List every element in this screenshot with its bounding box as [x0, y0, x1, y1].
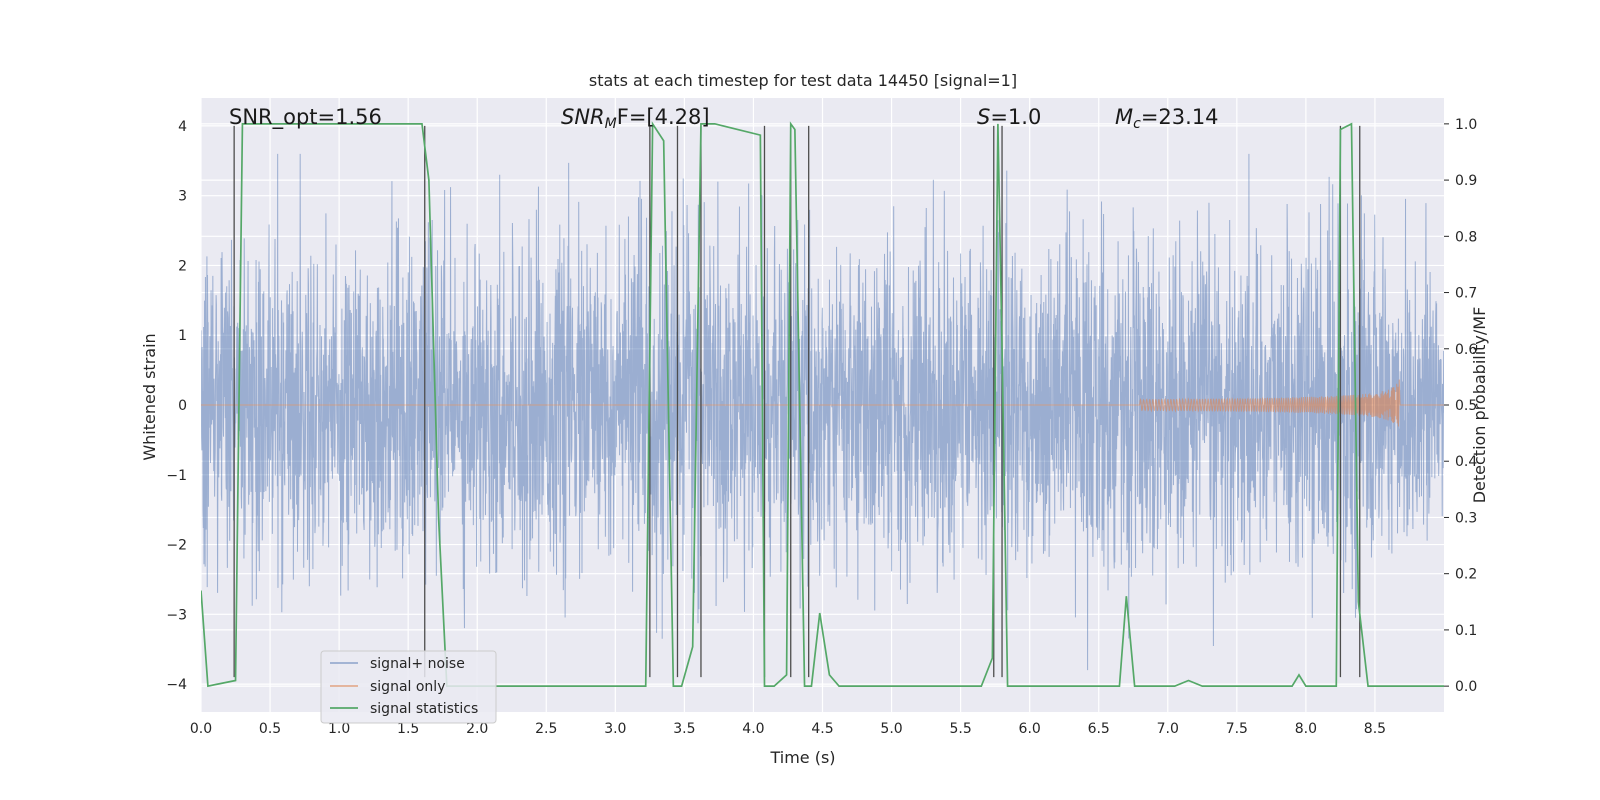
annotation-snr-mf: SNRMF=[4.28]	[561, 105, 710, 132]
x-axis-ticks: 0.0 0.5 1.0 1.5 2.0 2.5 3.0 3.5 4.0 4.5 5.0 5.5 6.0 6…	[190, 721, 1386, 737]
y-tick-label: −4	[166, 677, 187, 693]
y-tick-label: −2	[166, 538, 187, 554]
y-tick-label: 3	[178, 189, 187, 205]
x-tick-label: 4.0	[742, 721, 764, 737]
snr-mf-sub: M	[605, 116, 617, 132]
plot-content	[201, 121, 1444, 688]
y2-tick-label: 0.8	[1455, 229, 1477, 245]
y-axis-label: Whitened strain	[140, 333, 159, 460]
y2-tick-label: 0.7	[1455, 286, 1477, 302]
y2-tick-label: 0.3	[1455, 510, 1477, 526]
mc-label: M	[1115, 105, 1133, 129]
y2-tick-label: 1.0	[1455, 117, 1477, 133]
x-tick-label: 3.5	[673, 721, 695, 737]
y-axis-ticks: 4 3 2 1 0 −1 −2 −3 −4	[166, 119, 187, 693]
y-tick-label: −3	[166, 607, 187, 623]
x-tick-label: 2.5	[535, 721, 557, 737]
x-tick-label: 0.0	[190, 721, 212, 737]
annotation-s: S=1.0	[977, 105, 1041, 129]
y2-tick-label: 0.9	[1455, 173, 1477, 189]
y-tick-label: −1	[166, 468, 187, 484]
x-tick-label: 4.5	[811, 721, 833, 737]
legend-label-noise: signal+ noise	[370, 656, 465, 672]
x-tick-label: 1.0	[328, 721, 350, 737]
series-signal-noise	[201, 153, 1444, 671]
x-tick-label: 3.0	[604, 721, 626, 737]
legend-label-stat: signal statistics	[370, 701, 478, 717]
x-tick-label: 8.0	[1295, 721, 1317, 737]
x-tick-label: 8.5	[1364, 721, 1386, 737]
x-tick-label: 0.5	[259, 721, 281, 737]
series-signal-only	[201, 379, 1444, 427]
s-label: S	[977, 105, 990, 129]
legend: signal+ noise signal only signal statist…	[320, 650, 497, 724]
snr-mf-prefix: SNR	[561, 105, 605, 129]
y2-tick-label: 0.6	[1455, 342, 1477, 358]
snr-mf-suffix: F=[4.28]	[617, 105, 710, 129]
x-tick-label: 2.0	[466, 721, 488, 737]
s-value: =1.0	[990, 105, 1041, 129]
mc-sub: c	[1133, 116, 1141, 132]
x-tick-label: 6.0	[1019, 721, 1041, 737]
series-signal-statistics	[201, 121, 1444, 688]
y-tick-label: 0	[178, 398, 187, 414]
y-tick-label: 4	[178, 119, 187, 135]
annotation-snr-opt: SNR_opt=1.56	[229, 105, 382, 130]
y2-tick-label: 0.0	[1455, 679, 1477, 695]
x-tick-label: 5.0	[880, 721, 902, 737]
y2-axis-ticks: 1.0 0.9 0.8 0.7 0.6 0.5 0.4 0.3 0.2 0.1 0.0	[1444, 117, 1477, 695]
annotation-mc: Mc=23.14	[1115, 105, 1219, 132]
x-tick-label: 6.5	[1088, 721, 1110, 737]
y2-tick-label: 0.2	[1455, 567, 1477, 583]
legend-label-signal: signal only	[370, 679, 445, 695]
x-tick-label: 7.0	[1157, 721, 1179, 737]
y2-tick-label: 0.5	[1455, 398, 1477, 414]
legend-box	[320, 650, 497, 724]
y-tick-label: 1	[178, 328, 187, 344]
y2-tick-label: 0.4	[1455, 454, 1477, 470]
y-tick-label: 2	[178, 258, 187, 274]
y2-axis-label: Detection probability/MF	[1470, 307, 1489, 504]
mc-value: =23.14	[1141, 105, 1219, 129]
detection-markers	[233, 125, 1361, 678]
y2-tick-label: 0.1	[1455, 623, 1477, 639]
x-tick-label: 7.5	[1226, 721, 1248, 737]
x-tick-label: 5.5	[949, 721, 971, 737]
chart-title: stats at each timestep for test data 144…	[589, 71, 1017, 90]
x-tick-label: 1.5	[397, 721, 419, 737]
x-axis-label: Time (s)	[769, 748, 835, 767]
